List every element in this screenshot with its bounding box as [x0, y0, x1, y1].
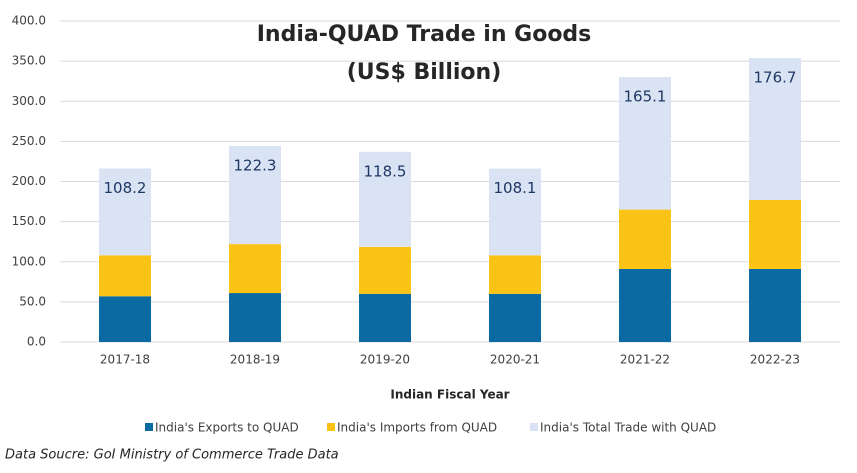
y-tick-label: 0.0 [27, 335, 46, 349]
value-label: 108.1 [494, 179, 537, 197]
bar-segment [229, 244, 281, 294]
legend-swatch [145, 423, 153, 431]
bar-segment [359, 246, 411, 294]
bar-segment [619, 268, 671, 342]
y-tick-label: 100.0 [12, 254, 46, 268]
legend-label: India's Total Trade with QUAD [540, 421, 716, 435]
value-label: 165.1 [624, 88, 667, 106]
y-tick-label: 150.0 [12, 214, 46, 228]
grid [60, 20, 840, 343]
y-tick-label: 300.0 [12, 94, 46, 108]
bar-segment [489, 293, 541, 342]
bar-segment [489, 168, 541, 256]
y-tick-label: 50.0 [19, 294, 46, 308]
bar-segment [359, 293, 411, 342]
value-label: 108.2 [104, 179, 147, 197]
bar-segment [619, 209, 671, 269]
bar-segment [489, 255, 541, 294]
x-tick-label: 2018-19 [230, 353, 280, 367]
bar-segment [229, 293, 281, 342]
bar-segment [229, 145, 281, 245]
y-tick-label: 400.0 [12, 14, 46, 28]
x-tick-label: 2019-20 [360, 353, 410, 367]
x-tick-label: 2020-21 [490, 353, 540, 367]
bar-segment [749, 268, 801, 342]
x-tick-label: 2022-23 [750, 353, 800, 367]
bar-segment [359, 151, 411, 247]
bar-segment [99, 255, 151, 297]
legend-label: India's Imports from QUAD [337, 421, 497, 435]
bar-segment [99, 296, 151, 342]
y-tick-label: 250.0 [12, 134, 46, 148]
legend-label: India's Exports to QUAD [155, 421, 299, 435]
chart-title: (US$ Billion) [347, 60, 502, 85]
bar-segment [99, 168, 151, 256]
legend-swatch [327, 423, 335, 431]
value-label: 176.7 [754, 69, 797, 87]
bar-segment [749, 58, 801, 200]
source-note: Data Soucre: GoI Ministry of Commerce Tr… [5, 448, 339, 463]
bar-segment [749, 199, 801, 269]
value-label: 122.3 [234, 156, 277, 174]
x-tick-label: 2017-18 [100, 353, 150, 367]
bar-segment [619, 77, 671, 210]
value-label: 118.5 [364, 162, 407, 180]
y-tick-label: 200.0 [12, 174, 46, 188]
x-tick-label: 2021-22 [620, 353, 670, 367]
chart-title: India-QUAD Trade in Goods [257, 22, 592, 47]
x-axis-label: Indian Fiscal Year [390, 388, 509, 402]
y-tick-label: 350.0 [12, 54, 46, 68]
legend-swatch [530, 423, 538, 431]
